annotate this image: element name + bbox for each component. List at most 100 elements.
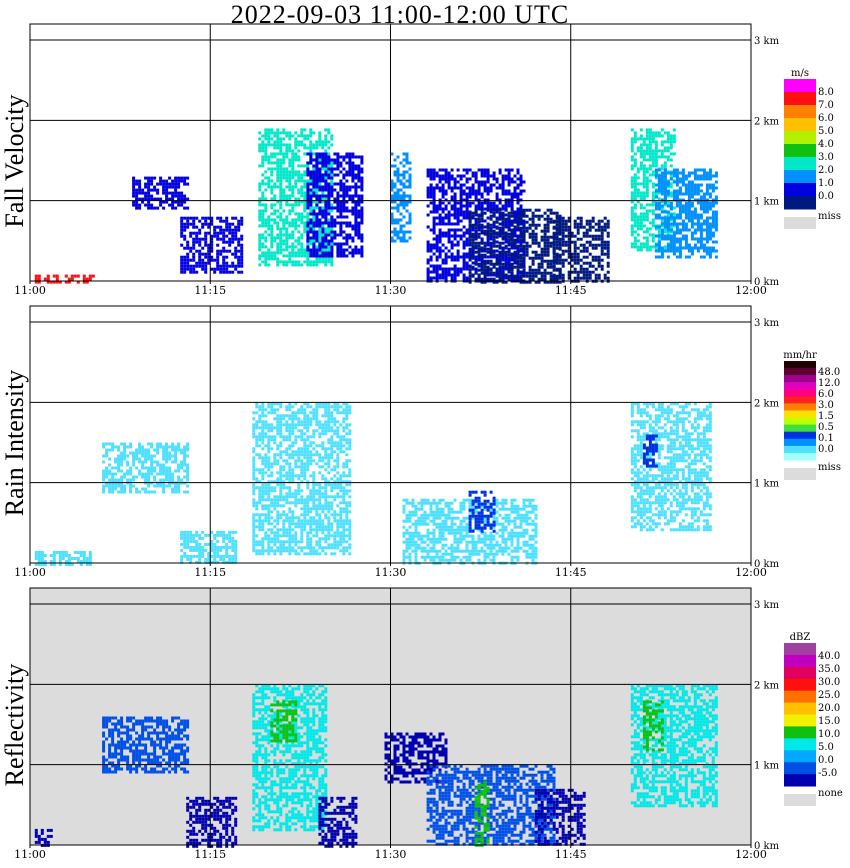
data-cell: [240, 261, 244, 265]
data-cell: [279, 143, 283, 147]
data-cell: [132, 478, 136, 482]
data-cell: [294, 417, 298, 421]
data-cell: [234, 246, 238, 250]
data-cell: [357, 203, 361, 207]
data-cell: [681, 177, 685, 181]
data-cell: [342, 158, 346, 162]
data-cell: [336, 459, 340, 463]
data-cell: [294, 155, 298, 159]
data-cell: [102, 442, 106, 446]
data-cell: [330, 248, 334, 252]
data-cell: [438, 264, 442, 268]
data-cell: [489, 250, 493, 254]
data-cell: [555, 280, 559, 284]
data-cell: [588, 234, 592, 238]
data-cell: [303, 152, 307, 156]
data-cell: [168, 185, 172, 189]
data-cell: [447, 273, 451, 277]
data-cell: [696, 249, 700, 253]
data-cell: [432, 237, 436, 241]
data-cell: [306, 450, 310, 454]
data-cell: [360, 176, 364, 180]
data-cell: [507, 219, 511, 223]
data-cell: [699, 168, 703, 172]
data-cell: [453, 216, 457, 220]
data-cell: [303, 411, 307, 415]
data-cell: [198, 240, 202, 244]
data-cell: [498, 277, 502, 281]
data-cell: [354, 188, 358, 192]
data-cell: [312, 236, 316, 240]
data-cell: [708, 222, 712, 226]
data-cell: [696, 186, 700, 190]
data-cell: [339, 194, 343, 198]
data-cell: [195, 261, 199, 265]
data-cell: [297, 236, 301, 240]
data-cell: [528, 223, 532, 227]
data-cell: [672, 198, 676, 202]
data-cell: [288, 260, 292, 264]
data-cell: [270, 188, 274, 192]
data-cell: [324, 251, 328, 255]
data-cell: [348, 408, 352, 412]
data-cell: [333, 218, 337, 222]
data-cell: [147, 191, 151, 195]
data-cell: [465, 264, 469, 268]
data-cell: [234, 249, 238, 253]
data-cell: [513, 246, 517, 250]
data-cell: [687, 195, 691, 199]
data-cell: [144, 487, 148, 491]
data-cell: [663, 161, 667, 165]
data-cell: [342, 435, 346, 439]
data-cell: [147, 469, 151, 473]
data-cell: [465, 252, 469, 256]
data-cell: [498, 250, 502, 254]
data-cell: [270, 408, 274, 412]
data-cell: [147, 200, 151, 204]
colorbar-label: 0.0: [818, 191, 834, 202]
data-cell: [327, 426, 331, 430]
data-cell: [510, 180, 514, 184]
data-cell: [495, 268, 499, 272]
data-cell: [267, 423, 271, 427]
data-cell: [270, 143, 274, 147]
data-cell: [555, 235, 559, 239]
data-cell: [519, 211, 523, 215]
data-cell: [114, 466, 118, 470]
data-cell: [432, 252, 436, 256]
data-cell: [264, 230, 268, 234]
data-cell: [195, 533, 199, 537]
data-cell: [480, 253, 484, 257]
data-cell: [270, 212, 274, 216]
data-cell: [261, 221, 265, 225]
data-cell: [495, 210, 499, 214]
data-cell: [648, 137, 652, 141]
data-cell: [543, 274, 547, 278]
data-cell: [582, 255, 586, 259]
data-cell: [297, 254, 301, 258]
data-cell: [339, 447, 343, 451]
data-cell: [324, 450, 328, 454]
data-cell: [483, 183, 487, 187]
data-cell: [429, 270, 433, 274]
data-cell: [666, 155, 670, 159]
data-cell: [273, 203, 277, 207]
data-cell: [642, 236, 646, 240]
data-cell: [333, 242, 337, 246]
data-cell: [438, 252, 442, 256]
data-cell: [462, 168, 466, 172]
data-cell: [195, 225, 199, 229]
data-cell: [576, 252, 580, 256]
data-cell: [261, 245, 265, 249]
data-cell: [639, 149, 643, 153]
data-cell: [234, 560, 238, 564]
data-cell: [453, 177, 457, 181]
data-cell: [540, 214, 544, 218]
data-cell: [468, 271, 472, 275]
data-cell: [306, 224, 310, 228]
data-cell: [219, 264, 223, 268]
data-cell: [330, 158, 334, 162]
data-cell: [348, 197, 352, 201]
data-cell: [117, 484, 121, 488]
